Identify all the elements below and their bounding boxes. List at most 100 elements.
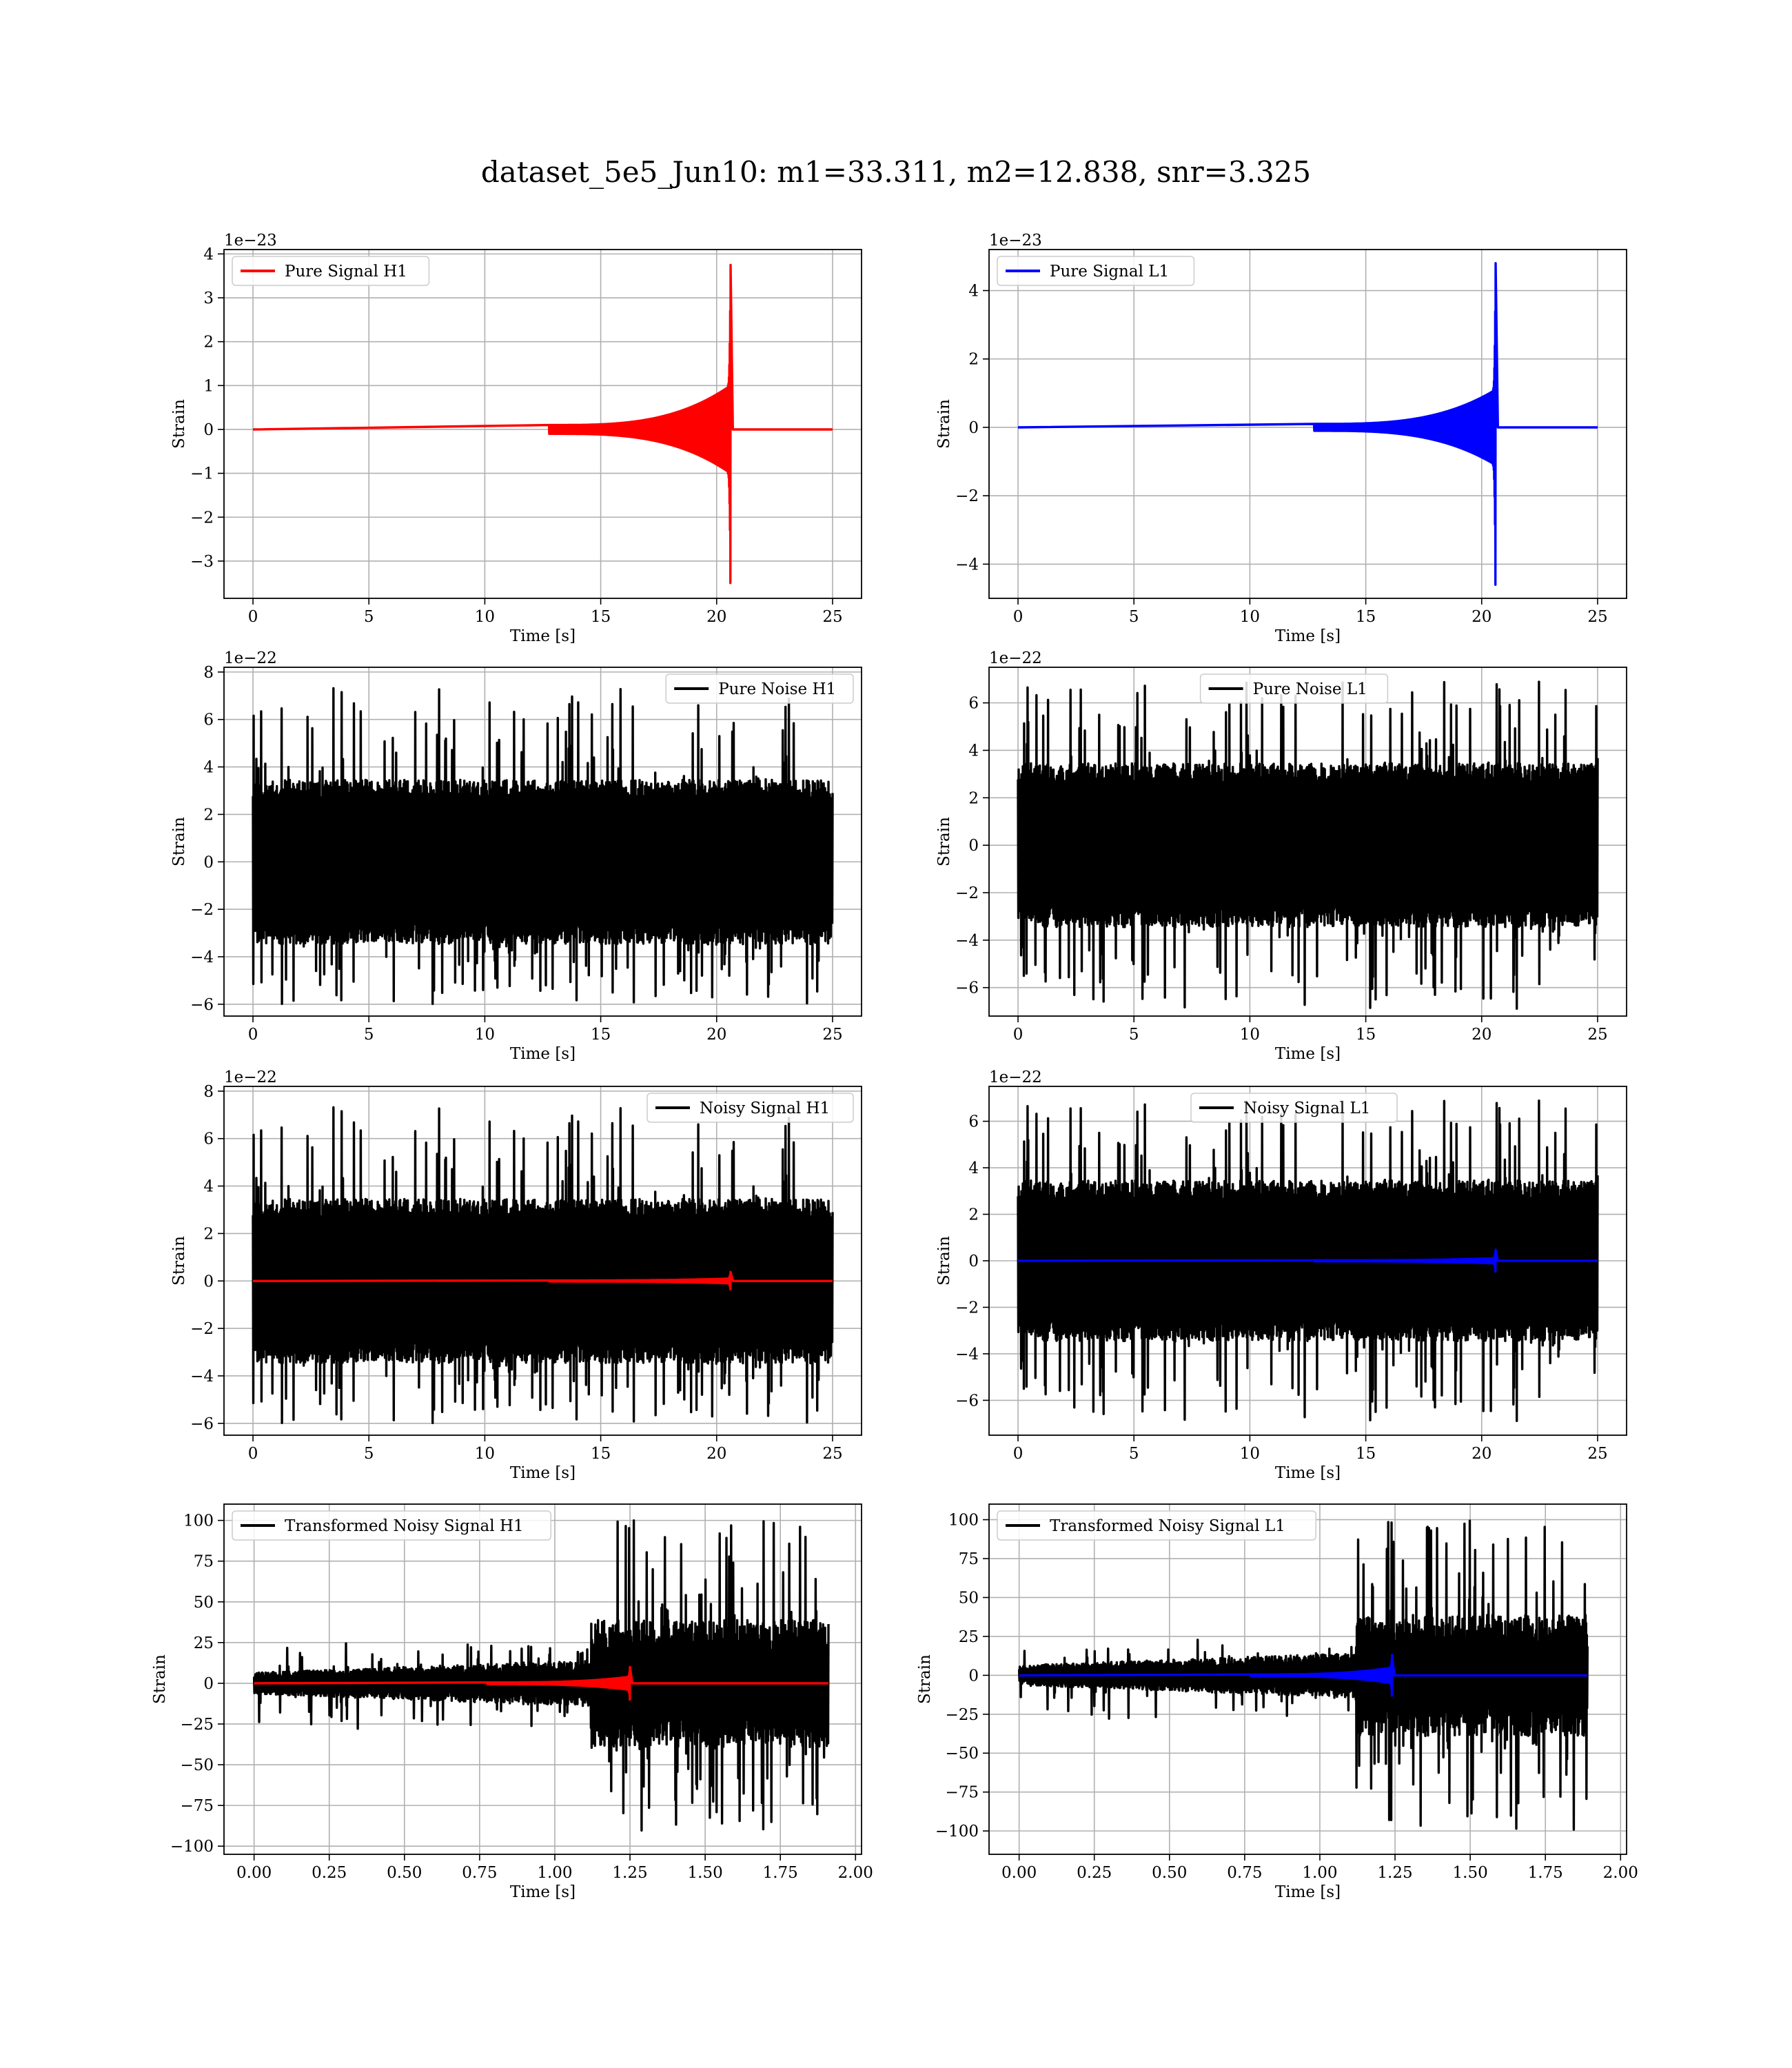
y-tick-label: 2	[203, 1225, 214, 1243]
legend-box	[997, 256, 1195, 286]
y-tick-label: −2	[190, 1320, 214, 1338]
y-tick-label: 1	[203, 377, 214, 395]
x-axis-label: Time [s]	[1275, 1045, 1341, 1063]
series-line-noisy-signal-l1	[1017, 1099, 1599, 1422]
y-tick-label: −6	[955, 980, 979, 997]
y-tick-label: −4	[955, 556, 979, 574]
legend: Pure Signal H1	[232, 256, 430, 286]
y-tick-label: −4	[190, 949, 214, 966]
x-tick-label: 25	[822, 608, 842, 626]
x-tick-label: 15	[1356, 1445, 1376, 1463]
y-tick-label: 0	[968, 1667, 979, 1685]
y-tick-label: 0	[203, 1675, 214, 1693]
x-tick-label: 15	[1356, 1026, 1376, 1044]
legend: Noisy Signal L1	[1190, 1093, 1398, 1123]
x-tick-label: 10	[1240, 1445, 1260, 1463]
figure-title: dataset_5e5_Jun10: m1=33.311, m2=12.838,…	[480, 155, 1312, 189]
y-axis-label: Strain	[170, 817, 188, 866]
x-tick-label: 0	[1013, 1026, 1024, 1044]
y-tick-label: 3	[203, 290, 214, 307]
x-tick-label: 15	[591, 1026, 611, 1044]
y-tick-label: 25	[959, 1628, 979, 1646]
y-tick-label: −100	[935, 1823, 979, 1841]
y-axis-label: Strain	[916, 1654, 934, 1704]
x-tick-label: 25	[1587, 1445, 1607, 1463]
y-tick-label: −2	[190, 901, 214, 919]
x-tick-label: 15	[1356, 608, 1376, 626]
y-tick-label: −6	[190, 1415, 214, 1433]
legend: Transformed Noisy Signal L1	[997, 1510, 1316, 1541]
series-line-overlay-1	[1017, 1248, 1598, 1273]
axis-offset-text: 1e−23	[224, 232, 277, 250]
x-tick-label: 5	[1129, 1026, 1139, 1044]
x-axis-label: Time [s]	[510, 1883, 576, 1901]
legend-box	[997, 1510, 1316, 1541]
legend: Pure Signal L1	[997, 256, 1195, 286]
chart-pure-signal-l1: 0 5 10 15 20 25 −4 −2 0 2 4 Time [s] Strain 1e−23 Pure…	[935, 232, 1627, 645]
y-tick-label: 2	[968, 789, 979, 807]
x-axis-label: Time [s]	[510, 1464, 576, 1482]
axis-offset-text: 1e−23	[989, 232, 1042, 250]
legend-box	[232, 256, 430, 286]
x-tick-label: 1.75	[763, 1864, 798, 1882]
y-tick-label: 6	[203, 1131, 214, 1148]
y-tick-label: 8	[203, 1083, 214, 1101]
y-tick-label: 100	[948, 1512, 979, 1530]
axis-offset-text: 1e−22	[989, 649, 1042, 667]
x-tick-label: 20	[706, 1445, 726, 1463]
x-axis-label: Time [s]	[1275, 1464, 1341, 1482]
legend-box	[232, 1510, 551, 1541]
x-tick-label: 0.00	[236, 1864, 272, 1882]
x-tick-label: 0.75	[1227, 1864, 1262, 1882]
series-line-overlay-1	[254, 1665, 828, 1701]
x-axis-label: Time [s]	[510, 1045, 576, 1063]
plot-frame	[223, 1503, 862, 1855]
legend-box	[646, 1093, 854, 1123]
x-tick-label: 10	[1240, 1026, 1260, 1044]
x-axis-label: Time [s]	[1275, 1883, 1341, 1901]
y-tick-label: 2	[968, 351, 979, 369]
x-tick-label: 0.25	[312, 1864, 347, 1882]
legend-entry: Pure Noise H1	[718, 680, 836, 698]
x-tick-label: 10	[1240, 608, 1260, 626]
y-tick-label: −6	[955, 1392, 979, 1410]
legend-entry: Transformed Noisy Signal H1	[285, 1517, 524, 1535]
chart-transformed-l1: 0.00 0.25 0.50 0.75 1.00 1.25 1.50 1.75 2.00 −100…	[916, 1503, 1638, 1901]
x-tick-label: 20	[1472, 1445, 1491, 1463]
y-tick-label: 8	[203, 664, 214, 682]
x-tick-label: 0.50	[387, 1864, 422, 1882]
y-tick-label: −4	[955, 932, 979, 950]
series-line-pure-noise-l1	[1017, 680, 1599, 1010]
legend-entry: Pure Signal L1	[1050, 263, 1169, 281]
chart-pure-signal-h1: 0 5 10 15 20 25 −3 −2 −1 0 1 2 3 4 Time [s] Strain 1e−23…	[170, 232, 862, 645]
x-tick-label: 25	[822, 1445, 842, 1463]
series-line-pure-signal-h1	[252, 263, 833, 585]
y-tick-label: −2	[955, 884, 979, 902]
plot-frame	[988, 1503, 1627, 1855]
series-line-pure-signal-l1	[1017, 262, 1598, 586]
y-axis-label: Strain	[170, 1236, 188, 1286]
x-tick-label: 1.75	[1528, 1864, 1563, 1882]
series-line-overlay-1	[1019, 1654, 1588, 1697]
plot-frame	[223, 249, 862, 599]
plot-frame	[988, 249, 1627, 599]
y-axis-label: Strain	[935, 817, 953, 866]
plot-frame	[988, 1086, 1627, 1436]
y-tick-label: 4	[203, 245, 214, 263]
legend: Transformed Noisy Signal H1	[232, 1510, 551, 1541]
y-tick-label: 100	[183, 1512, 214, 1530]
y-tick-label: −6	[190, 996, 214, 1014]
y-tick-label: 0	[968, 837, 979, 855]
y-tick-label: 50	[959, 1589, 979, 1607]
y-tick-label: −2	[190, 509, 214, 527]
x-tick-label: 5	[364, 608, 374, 626]
y-tick-label: −4	[190, 1368, 214, 1386]
x-tick-label: 5	[1129, 1445, 1139, 1463]
series-line-overlay-1	[252, 1270, 833, 1290]
legend-entry: Pure Signal H1	[285, 263, 407, 281]
x-tick-label: 0	[1013, 1445, 1024, 1463]
chart-transformed-h1: 0.00 0.25 0.50 0.75 1.00 1.25 1.50 1.75 2.00 −100…	[151, 1503, 873, 1901]
legend-box	[665, 673, 854, 704]
y-tick-label: 0	[203, 853, 214, 871]
